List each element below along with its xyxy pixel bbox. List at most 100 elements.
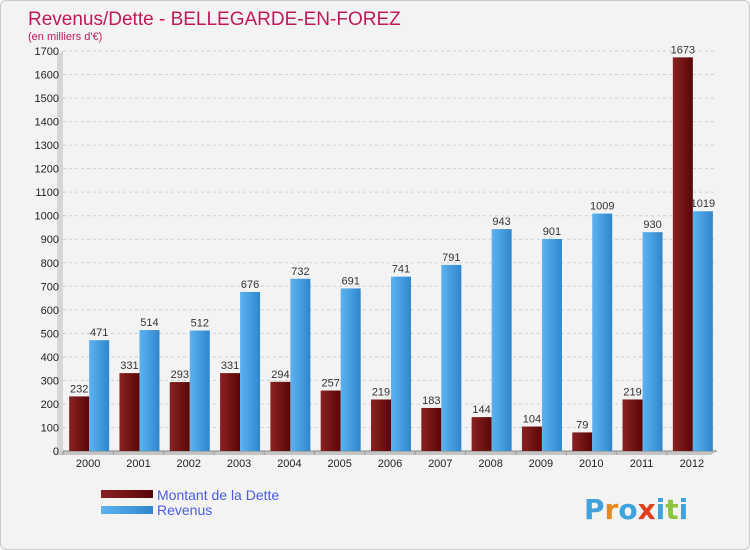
gridline-wall <box>56 215 64 221</box>
y-tick-label: 900 <box>41 234 59 246</box>
x-tick-label: 2010 <box>579 458 603 470</box>
bar-debt <box>471 417 492 451</box>
y-tick-label: 1400 <box>35 117 59 129</box>
bar-revenue <box>340 288 361 451</box>
legend-label-revenue: Revenus <box>157 502 212 518</box>
gridline-wall <box>56 262 64 268</box>
bar-debt <box>622 399 643 451</box>
proxiti-logo: Proxiti <box>584 493 688 526</box>
x-tick-label: 2012 <box>680 458 704 470</box>
y-tick-label: 600 <box>41 305 59 317</box>
value-label-revenue: 791 <box>442 252 460 264</box>
gridline-wall <box>56 332 64 338</box>
bar-debt <box>421 407 442 451</box>
value-label-debt: 232 <box>70 383 88 395</box>
x-tick-label: 2003 <box>227 458 251 470</box>
bar-debt <box>270 381 291 451</box>
gridline-wall <box>56 450 64 456</box>
bar-debt <box>169 382 190 451</box>
value-label-revenue: 732 <box>291 266 309 278</box>
value-label-revenue: 930 <box>643 219 661 231</box>
value-label-debt: 293 <box>171 369 189 381</box>
value-label-revenue: 676 <box>241 279 259 291</box>
bar-revenue <box>189 330 210 451</box>
y-tick-label: 100 <box>41 422 59 434</box>
bar-debt <box>320 390 341 451</box>
gridline-wall <box>56 403 64 409</box>
y-tick-label: 200 <box>41 399 59 411</box>
y-tick-label: 700 <box>41 281 59 293</box>
y-tick-label: 1200 <box>35 164 59 176</box>
value-label-debt: 79 <box>576 419 588 431</box>
bar-debt <box>220 373 241 451</box>
value-label-debt: 219 <box>623 386 641 398</box>
bar-debt <box>521 426 542 451</box>
x-tick-label: 2006 <box>378 458 402 470</box>
y-tick-label: 1300 <box>35 140 59 152</box>
gridline-wall <box>56 379 64 385</box>
bar-revenue <box>89 340 110 451</box>
y-tick-label: 300 <box>41 375 59 387</box>
bar-debt <box>69 396 90 451</box>
gridline-wall <box>56 121 64 127</box>
gridline-wall <box>56 309 64 315</box>
value-label-revenue: 741 <box>392 264 410 276</box>
bar-revenue <box>290 278 311 451</box>
chart-title: Revenus/Dette - BELLEGARDE-EN-FOREZ <box>28 9 401 30</box>
value-label-debt: 294 <box>271 369 289 381</box>
value-label-revenue: 512 <box>191 318 209 330</box>
gridline-wall <box>56 238 64 244</box>
gridline-wall <box>56 97 64 103</box>
value-label-revenue: 901 <box>543 226 561 238</box>
value-label-revenue: 943 <box>492 216 510 228</box>
chart-subtitle: (en milliers d'€) <box>28 31 102 43</box>
x-tick-label: 2008 <box>478 458 502 470</box>
y-tick-label: 500 <box>41 328 59 340</box>
bar-revenue <box>491 229 512 451</box>
x-tick-label: 2002 <box>177 458 201 470</box>
y-tick-label: 1600 <box>35 70 59 82</box>
value-label-debt: 144 <box>472 404 490 416</box>
legend-label-debt: Montant de la Dette <box>157 487 279 503</box>
bar-revenue <box>441 264 462 451</box>
bar-revenue <box>391 276 411 451</box>
legend-swatch-revenue <box>101 506 153 514</box>
gridline-wall <box>56 356 64 362</box>
gridline-wall <box>56 191 64 197</box>
gridline-wall <box>56 74 64 79</box>
y-tick-label: 1700 <box>35 46 59 58</box>
y-tick-label: 400 <box>41 352 59 364</box>
value-label-debt: 331 <box>120 360 138 372</box>
x-tick-label: 2004 <box>277 458 301 470</box>
plot-floor <box>57 451 717 455</box>
legend-swatch-debt <box>101 490 153 498</box>
bar-debt <box>572 432 593 451</box>
bar-debt <box>672 57 693 452</box>
x-tick-label: 2001 <box>126 458 150 470</box>
bar-debt <box>371 399 391 451</box>
value-label-revenue: 514 <box>140 317 158 329</box>
x-tick-label: 2005 <box>327 458 351 470</box>
bar-debt <box>119 373 140 451</box>
y-tick-label: 1000 <box>35 211 59 223</box>
value-label-revenue: 691 <box>342 275 360 287</box>
bar-revenue <box>541 239 562 451</box>
y-tick-label: 1100 <box>35 187 59 199</box>
value-label-debt: 219 <box>372 386 390 398</box>
y-tick-label: 1500 <box>35 93 59 105</box>
plot-wall <box>57 51 63 455</box>
bar-revenue <box>692 211 713 451</box>
y-tick-label: 0 <box>53 446 59 458</box>
bar-revenue <box>240 291 261 451</box>
value-label-revenue: 1009 <box>590 201 614 213</box>
bar-revenue <box>642 232 663 451</box>
gridline-wall <box>56 168 64 174</box>
gridline-wall <box>56 285 64 291</box>
x-tick-label: 2011 <box>630 458 654 470</box>
x-tick-label: 2009 <box>529 458 553 470</box>
value-label-debt: 331 <box>221 360 239 372</box>
bar-revenue <box>592 213 613 451</box>
